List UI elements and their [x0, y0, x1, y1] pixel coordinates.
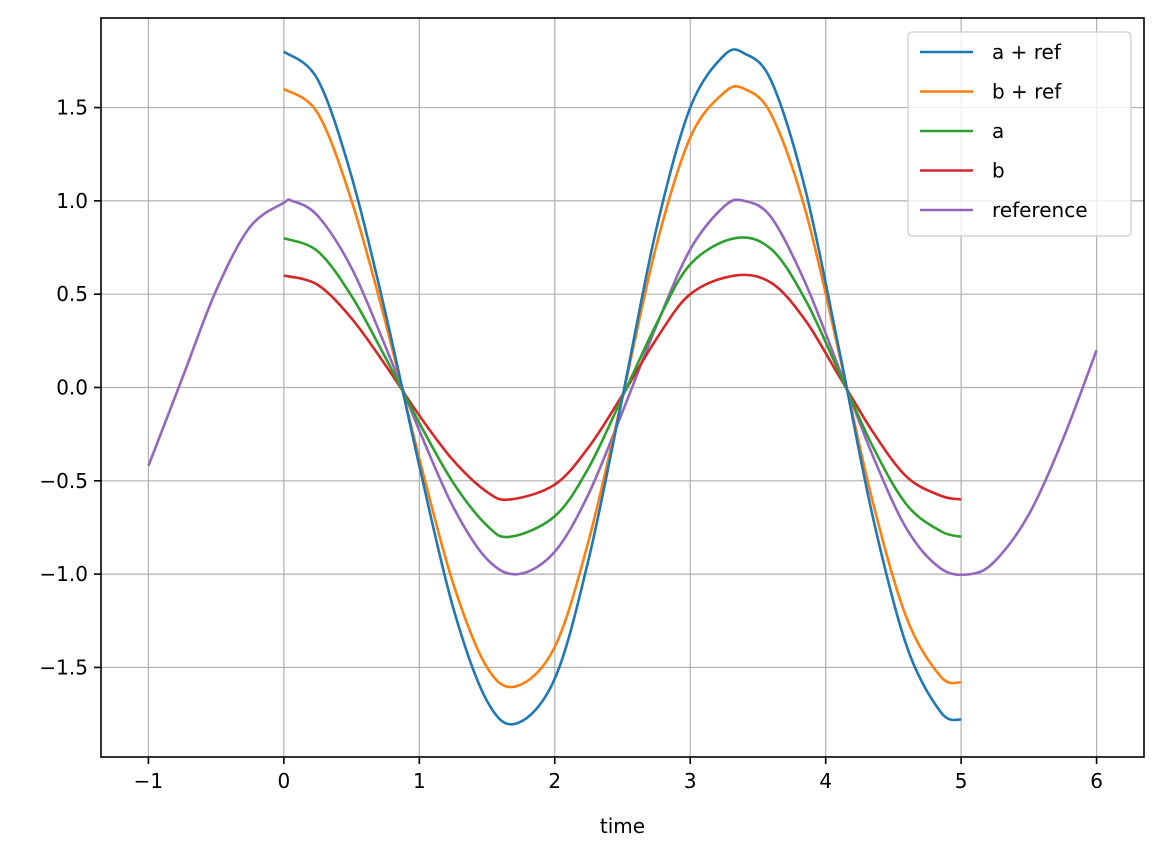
y-tick-label: 0.5 — [56, 282, 88, 306]
x-tick-label: 3 — [684, 769, 697, 793]
y-tick-label: 1.5 — [56, 96, 88, 120]
legend-label: b + ref — [992, 80, 1062, 104]
y-tick-label: 1.0 — [56, 189, 88, 213]
grid — [101, 18, 1144, 757]
y-tick-label: 0.0 — [56, 376, 88, 400]
legend: a + ref b + ref ab reference — [907, 31, 1132, 237]
legend-label: a + ref — [992, 40, 1062, 64]
x-tick-label: 4 — [819, 769, 832, 793]
y-tick-label: −1.5 — [39, 655, 88, 679]
legend-label: b — [992, 159, 1005, 183]
legend-label: a — [992, 119, 1004, 143]
x-tick-label: −1 — [134, 769, 163, 793]
x-tick-label: 1 — [413, 769, 426, 793]
legend-box — [907, 31, 1132, 237]
x-tick-label: 5 — [955, 769, 968, 793]
series-line-a-ref — [283, 48, 962, 726]
x-tick-label: 2 — [548, 769, 561, 793]
series-layer — [147, 48, 1098, 726]
x-axis: −1 0 1 2 3 4 5 6 — [134, 757, 1103, 793]
series-line-reference — [147, 198, 1098, 577]
y-tick-label: −0.5 — [39, 469, 88, 493]
y-tick-label: −1.0 — [39, 562, 88, 586]
legend-label: reference — [992, 198, 1088, 222]
legend-item-b-ref: b + ref — [920, 80, 1062, 104]
legend-item-a-ref: a + ref — [920, 40, 1062, 64]
legend-item-a: a — [920, 119, 1004, 143]
x-axis-label: time — [600, 814, 645, 838]
legend-item-reference: reference — [920, 198, 1088, 222]
y-axis: −1.5 −1.0 −0.5 0.0 0.5 1.0 1.5 — [39, 96, 101, 679]
legend-item-b: b — [920, 159, 1005, 183]
x-tick-label: 6 — [1090, 769, 1103, 793]
x-tick-label: 0 — [277, 769, 290, 793]
